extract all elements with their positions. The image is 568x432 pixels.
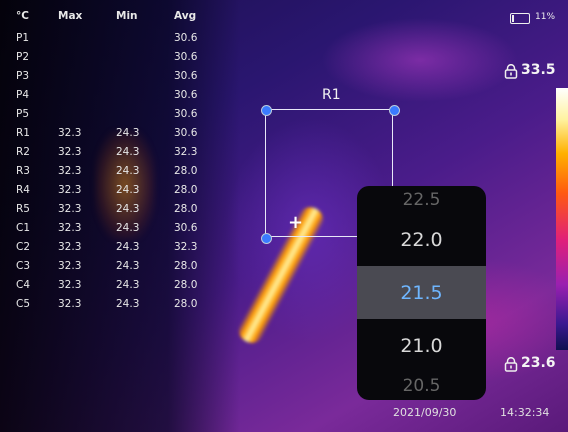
row-id: C4 (16, 278, 31, 291)
picker-item[interactable]: 20.5 (402, 375, 441, 396)
row-max: 32.3 (58, 278, 82, 291)
picker-item[interactable]: 22.5 (402, 189, 441, 210)
row-min: 24.3 (116, 183, 140, 196)
battery-label: 11% (535, 12, 556, 22)
roi-handle-top-right[interactable] (389, 105, 400, 116)
row-min: 24.3 (116, 126, 140, 139)
row-max: 32.3 (58, 164, 82, 177)
capture-time: 14:32:34 (500, 406, 550, 419)
picker-item-selected[interactable]: 21.5 (357, 266, 486, 319)
row-max: 32.3 (58, 183, 82, 196)
row-id: C5 (16, 297, 31, 310)
row-avg: 28.0 (174, 164, 198, 177)
row-avg: 30.6 (174, 88, 198, 101)
table-row: C4 32.3 24.3 28.0 (16, 275, 218, 294)
row-id: C1 (16, 221, 31, 234)
row-avg: 30.6 (174, 50, 198, 63)
row-id: R2 (16, 145, 30, 158)
row-avg: 28.0 (174, 259, 198, 272)
temp-max-value: 33.5 (521, 62, 556, 78)
row-avg: 28.0 (174, 202, 198, 215)
row-id: P1 (16, 31, 30, 44)
row-id: R4 (16, 183, 30, 196)
row-max: 32.3 (58, 126, 82, 139)
row-min: 24.3 (116, 240, 140, 253)
lock-icon[interactable] (504, 357, 518, 372)
row-id: P3 (16, 69, 30, 82)
row-avg: 30.6 (174, 126, 198, 139)
row-min: 24.3 (116, 145, 140, 158)
row-max: 32.3 (58, 297, 82, 310)
row-avg: 28.0 (174, 183, 198, 196)
row-id: R5 (16, 202, 30, 215)
warm-region (95, 130, 155, 240)
row-id: R1 (16, 126, 30, 139)
row-min: 24.3 (116, 297, 140, 310)
roi-handle-top-left[interactable] (261, 105, 272, 116)
row-avg: 30.6 (174, 69, 198, 82)
row-avg: 30.6 (174, 221, 198, 234)
battery-icon (510, 13, 530, 24)
row-avg: 30.6 (174, 31, 198, 44)
row-avg: 32.3 (174, 145, 198, 158)
row-id: P4 (16, 88, 30, 101)
row-max: 32.3 (58, 202, 82, 215)
unit-header: °C (16, 10, 29, 22)
max-header: Max (58, 10, 83, 22)
table-row: C3 32.3 24.3 28.0 (16, 256, 218, 275)
value-picker[interactable]: 22.5 22.0 21.5 21.0 20.5 (357, 186, 486, 400)
row-id: P2 (16, 50, 30, 63)
row-avg: 28.0 (174, 297, 198, 310)
lock-icon[interactable] (504, 64, 518, 79)
battery-fill (512, 15, 514, 22)
table-header: °C Max Min Avg (16, 10, 218, 28)
table-backdrop (0, 0, 240, 432)
row-id: P5 (16, 107, 30, 120)
avg-header: Avg (174, 10, 197, 22)
roi-label: R1 (322, 87, 341, 103)
min-header: Min (116, 10, 138, 22)
measurement-table: °C Max Min Avg P1 30.6 P2 30.6 P3 30.6 P4 30.6 P… (16, 10, 218, 313)
table-row: R4 32.3 24.3 28.0 (16, 180, 218, 199)
table-row: R1 32.3 24.3 30.6 (16, 123, 218, 142)
picker-item[interactable]: 22.0 (400, 228, 443, 251)
row-min: 24.3 (116, 164, 140, 177)
row-max: 32.3 (58, 221, 82, 234)
row-min: 24.3 (116, 221, 140, 234)
table-row: P5 30.6 (16, 104, 218, 123)
row-min: 24.3 (116, 259, 140, 272)
row-avg: 32.3 (174, 240, 198, 253)
table-row: R3 32.3 24.3 28.0 (16, 161, 218, 180)
temp-min-value: 23.6 (521, 355, 556, 371)
row-min: 24.3 (116, 278, 140, 291)
roi-handle-bottom-left[interactable] (261, 233, 272, 244)
color-scale-bar (556, 88, 568, 350)
crosshair-icon: + (288, 212, 304, 233)
roi-box[interactable] (265, 109, 393, 237)
capture-date: 2021/09/30 (393, 406, 457, 419)
picker-item[interactable]: 21.0 (400, 334, 443, 357)
table-row: C1 32.3 24.3 30.6 (16, 218, 218, 237)
row-avg: 30.6 (174, 107, 198, 120)
row-id: C2 (16, 240, 31, 253)
table-row: P2 30.6 (16, 47, 218, 66)
table-row: C2 32.3 24.3 32.3 (16, 237, 218, 256)
table-row: P1 30.6 (16, 28, 218, 47)
row-avg: 28.0 (174, 278, 198, 291)
row-min: 24.3 (116, 202, 140, 215)
table-row: P3 30.6 (16, 66, 218, 85)
table-row: C5 32.3 24.3 28.0 (16, 294, 218, 313)
table-row: R5 32.3 24.3 28.0 (16, 199, 218, 218)
row-id: C3 (16, 259, 31, 272)
table-row: R2 32.3 24.3 32.3 (16, 142, 218, 161)
row-max: 32.3 (58, 145, 82, 158)
row-max: 32.3 (58, 240, 82, 253)
row-max: 32.3 (58, 259, 82, 272)
table-row: P4 30.6 (16, 85, 218, 104)
row-id: R3 (16, 164, 30, 177)
